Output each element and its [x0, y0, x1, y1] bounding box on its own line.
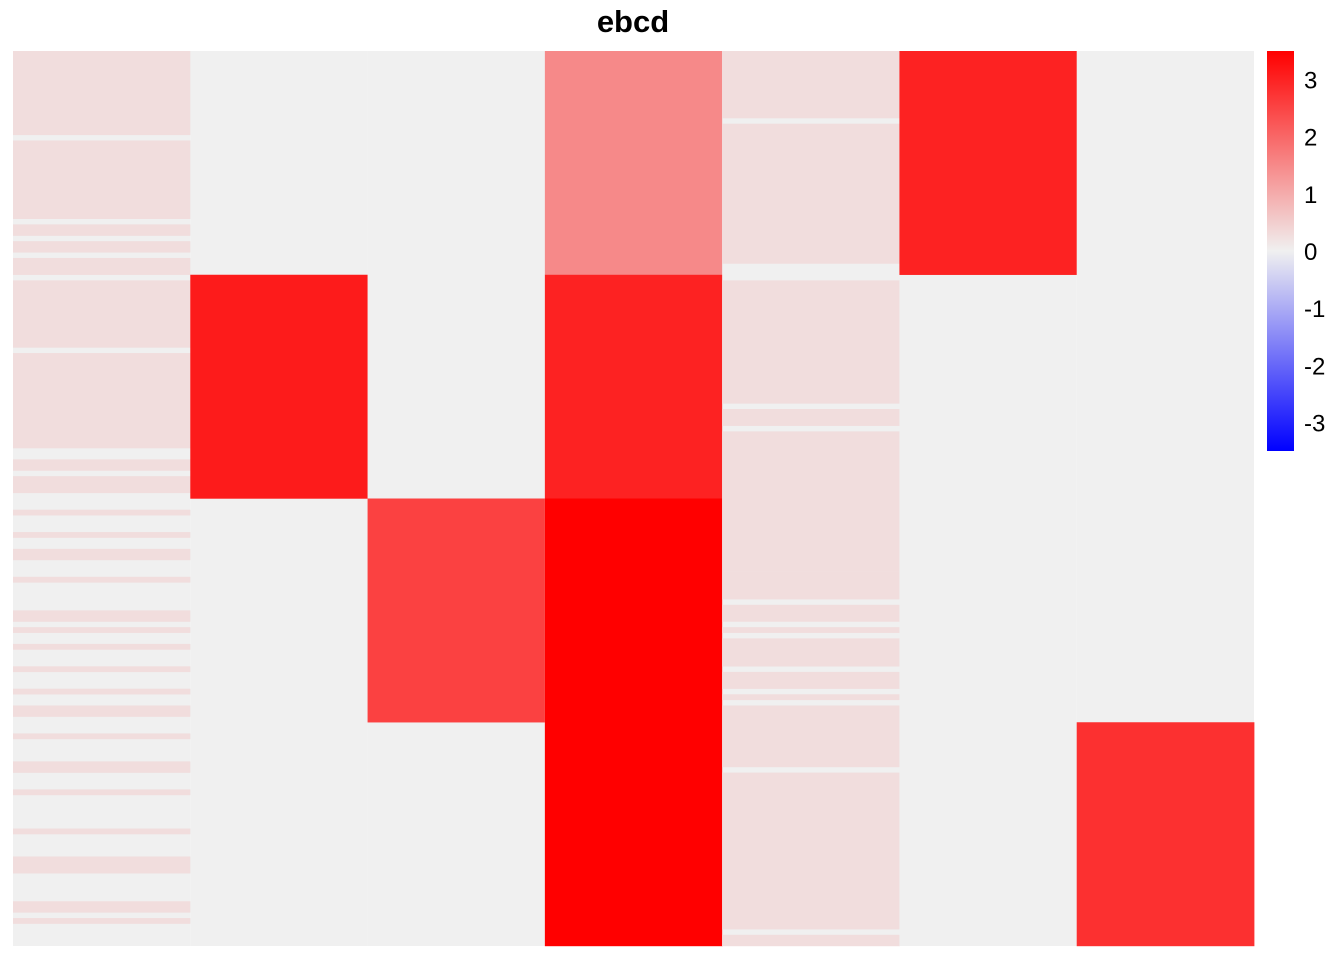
heatmap-cell-block	[13, 918, 191, 924]
heatmap-cell-block	[13, 761, 191, 773]
heatmap-cell-block	[13, 789, 191, 796]
heatmap-cell-block	[722, 409, 900, 426]
heatmap-cell-block	[13, 224, 191, 236]
heatmap-cell-block	[13, 688, 191, 695]
heatmap-cell-block	[544, 274, 723, 499]
heatmap-cell-block	[13, 257, 191, 275]
heatmap-cell-block	[13, 856, 191, 874]
heatmap-cell-block	[13, 241, 191, 253]
legend-tick-label: -3	[1304, 410, 1325, 437]
legend-tick-label: 0	[1304, 239, 1317, 266]
heatmap-cell-block	[13, 576, 191, 583]
heatmap-cell-block	[722, 123, 900, 264]
heatmap-cell-block	[722, 934, 900, 947]
heatmap-cell-block	[13, 548, 191, 561]
legend-tick-label: -2	[1304, 353, 1325, 380]
chart-title: ebcd	[597, 4, 669, 39]
legend-tick-label: 1	[1304, 182, 1317, 209]
heatmap-cell-block	[544, 498, 723, 947]
heatmap-cell-block	[13, 733, 191, 740]
heatmap-cell-block	[722, 51, 900, 119]
heatmap-cell-block	[13, 666, 191, 673]
heatmap-cell-block	[367, 498, 546, 723]
heatmap-cell-block	[13, 353, 191, 449]
heatmap-cell-block	[722, 772, 900, 930]
heatmap-cells	[13, 51, 1255, 947]
heatmap-cell-block	[13, 476, 191, 494]
heatmap-cell-block	[13, 643, 191, 650]
heatmap-cell-block	[722, 671, 900, 689]
heatmap-cell-block	[190, 274, 368, 499]
heatmap-cell-block	[722, 638, 900, 667]
heatmap-cell-block	[13, 280, 191, 348]
heatmap-cell-block	[13, 610, 191, 622]
heatmap-cell-block	[722, 705, 900, 768]
heatmap-cell-block	[722, 627, 900, 633]
heatmap-cell-block	[13, 532, 191, 538]
heatmap-cell-block	[722, 604, 900, 622]
legend-tick-label: 2	[1304, 125, 1317, 152]
heatmap-cell-block	[13, 705, 191, 717]
legend-tick-label: -1	[1304, 296, 1325, 323]
heatmap-cell-block	[13, 627, 191, 633]
color-legend: 3 2 1 0 -1 -2 -3	[1267, 51, 1325, 451]
heatmap-cell-block	[13, 459, 191, 471]
heatmap-cell-block	[544, 51, 723, 275]
heatmap-cell-block	[722, 431, 900, 572]
heatmap-cell-block	[13, 140, 191, 220]
heatmap-cell-block	[13, 828, 191, 835]
heatmap-cell-block	[13, 509, 191, 516]
legend-color-bar	[1267, 51, 1294, 451]
heatmap-cell-block	[722, 280, 900, 404]
heatmap-cell-block	[1076, 722, 1255, 947]
legend-tick-label: 3	[1304, 68, 1317, 95]
heatmap-cell-block	[722, 571, 900, 600]
heatmap-cell-block	[13, 51, 191, 136]
heatmap-cell-block	[13, 901, 191, 913]
heatmap-cell-block	[899, 51, 1078, 275]
heatmap-cell-block	[722, 694, 900, 701]
